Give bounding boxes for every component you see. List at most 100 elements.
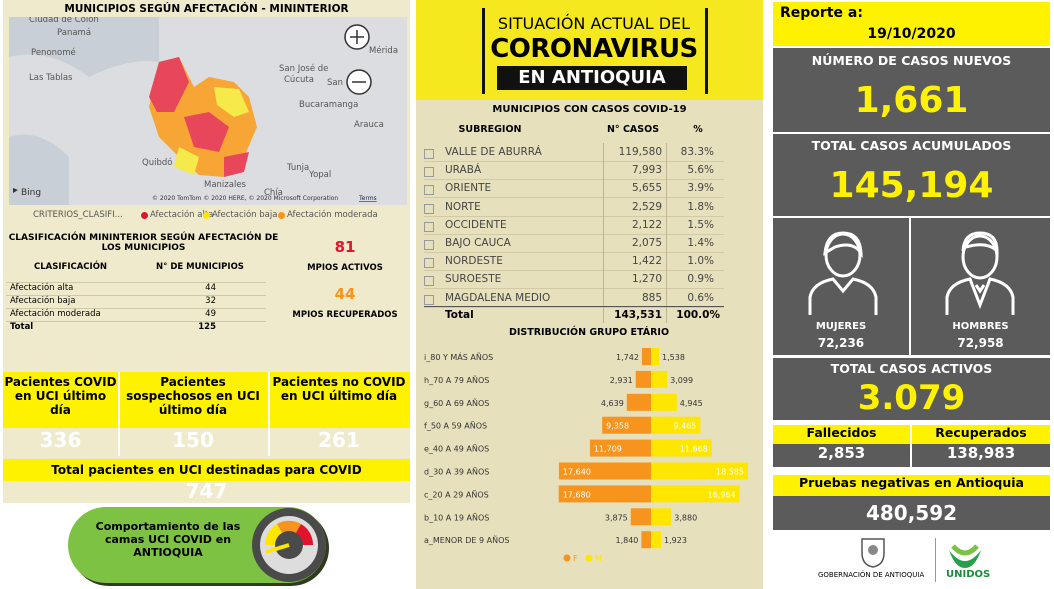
- uci-divider: [118, 372, 120, 456]
- bar-label: 4,639: [601, 399, 624, 408]
- logo-line1: SITUACIÓN ACTUAL DEL: [497, 14, 691, 33]
- class-row-line: [6, 282, 266, 283]
- deaths-value: 2,853: [773, 444, 910, 467]
- total-cases-label: TOTAL CASOS ACUMULADOS: [811, 138, 1012, 153]
- subregion-cases: 5,655: [631, 182, 662, 195]
- bar-label: 9,358: [606, 422, 629, 431]
- map-provider: Bing: [21, 188, 41, 198]
- class-value: 44: [205, 283, 216, 293]
- chart-title: DISTRIBUCIÓN GRUPO ETÁRIO: [509, 326, 669, 338]
- table-header: N° CASOS: [606, 124, 660, 135]
- row-line: [424, 233, 724, 235]
- men-box: [911, 218, 1050, 355]
- bar: [558, 462, 651, 480]
- map-place-label: Panamá: [57, 28, 91, 38]
- row-line: [424, 161, 724, 162]
- logo-frame: [482, 8, 708, 94]
- bar-label: 2,931: [610, 376, 633, 385]
- subregion-pct: 1.4%: [687, 237, 714, 249]
- map-place-label: Manizales: [204, 180, 247, 190]
- row-line: [424, 179, 724, 181]
- subregion-name: BAJO CAUCA: [445, 237, 511, 249]
- row-line: [424, 270, 724, 272]
- subregion-pct: 1.8%: [687, 200, 714, 213]
- total-cases: 143,531: [614, 309, 662, 321]
- table-header: SUBREGION: [458, 124, 522, 135]
- uci-divider: [268, 372, 270, 456]
- total-label: Total: [445, 309, 474, 321]
- logo-line2: CORONAVIRUS: [490, 34, 698, 64]
- uci-value: 261: [318, 428, 360, 452]
- col-line: [666, 143, 667, 323]
- subregion-pct: 1.5%: [687, 218, 714, 231]
- category-label: a_MENOR DE 9 AÑOS: [424, 535, 509, 545]
- legend-dot: [141, 212, 148, 219]
- class-row-line: [6, 321, 266, 322]
- expand-icon: [424, 149, 434, 159]
- bar-label: 1,923: [664, 536, 687, 545]
- col-line: [603, 143, 604, 323]
- bar-label: 4,945: [680, 399, 703, 408]
- recovered-count: 44: [334, 285, 356, 303]
- recovered-label: Recuperados: [912, 425, 1050, 444]
- bar: [626, 393, 651, 411]
- legend-item: Afectación alta: [150, 210, 214, 220]
- bar-label: 1,840: [615, 536, 638, 545]
- subregion-name: VALLE DE ABURRÁ: [445, 146, 542, 158]
- bar: [651, 416, 701, 434]
- uci-total: 747: [185, 479, 228, 503]
- total-cases-value: 145,194: [829, 165, 994, 206]
- bar-label: 11,668: [680, 445, 708, 454]
- category-label: h_70 A 79 AÑOS: [424, 375, 489, 385]
- subregion-cases: 2,529: [631, 200, 662, 213]
- class-label: Afectación alta: [10, 283, 74, 293]
- bar-label: 11,709: [594, 445, 622, 454]
- bar-label: 3,880: [674, 513, 697, 522]
- bar: [651, 462, 748, 480]
- expand-icon: [424, 258, 434, 269]
- uci-button-label[interactable]: Comportamiento de las camas UCI COVID en…: [95, 520, 241, 559]
- row-line: [424, 197, 724, 199]
- subregion-cases: 1,422: [631, 255, 662, 268]
- bar: [651, 348, 660, 365]
- recovered-value: 138,983: [912, 444, 1050, 467]
- table-title: MUNICIPIOS CON CASOS COVID-19: [492, 104, 687, 115]
- subregion-pct: 3.9%: [687, 182, 714, 195]
- category-label: e_40 A 49 AÑOS: [424, 444, 489, 454]
- report-date: 19/10/2020: [867, 26, 956, 42]
- subregion-cases: 2,075: [631, 237, 662, 249]
- bar: [589, 439, 651, 457]
- legend-swatch: [563, 554, 571, 562]
- subregion-pct: 5.6%: [687, 164, 714, 177]
- category-label: i_80 Y MÁS AÑOS: [424, 351, 493, 362]
- unidos-icon: [949, 544, 981, 568]
- map-place-label: Yopal: [308, 170, 331, 180]
- map-place-label: Arauca: [354, 120, 384, 130]
- subregion-pct: 0.6%: [687, 291, 714, 304]
- class-label: Afectación moderada: [10, 309, 101, 319]
- new-cases-box: [773, 48, 1050, 132]
- subregion-name: URABÁ: [445, 164, 482, 177]
- legend-item: Afectación moderada: [287, 210, 378, 220]
- bar: [641, 348, 651, 365]
- category-label: d_30 A 39 AÑOS: [424, 467, 489, 477]
- category-label: g_60 A 69 AÑOS: [424, 398, 489, 408]
- class-table: CLASIFICACIÓN N° DE MUNICIPIOS Afectación …: [6, 260, 266, 342]
- women-label: MUJERES: [815, 321, 867, 332]
- bar: [651, 439, 712, 457]
- logo-line3: EN ANTIOQUIA: [497, 66, 687, 90]
- bar-label: 1,538: [662, 353, 685, 362]
- map: Ciudad de Colón Panamá Penonomé Las Tablas M…: [9, 17, 407, 205]
- map-place-label: Las Tablas: [29, 73, 73, 83]
- subregion-pct: 1.0%: [687, 255, 714, 268]
- map-place-label: Penonomé: [31, 47, 76, 58]
- active-value: 3.079: [857, 378, 966, 418]
- subregion-name: SUROESTE: [445, 273, 502, 286]
- legend-label: M: [595, 554, 602, 563]
- class-value: 49: [205, 309, 216, 319]
- bar: [641, 531, 651, 549]
- bar: [558, 485, 651, 503]
- class-value: 32: [205, 296, 216, 306]
- legend-label: F: [573, 554, 578, 563]
